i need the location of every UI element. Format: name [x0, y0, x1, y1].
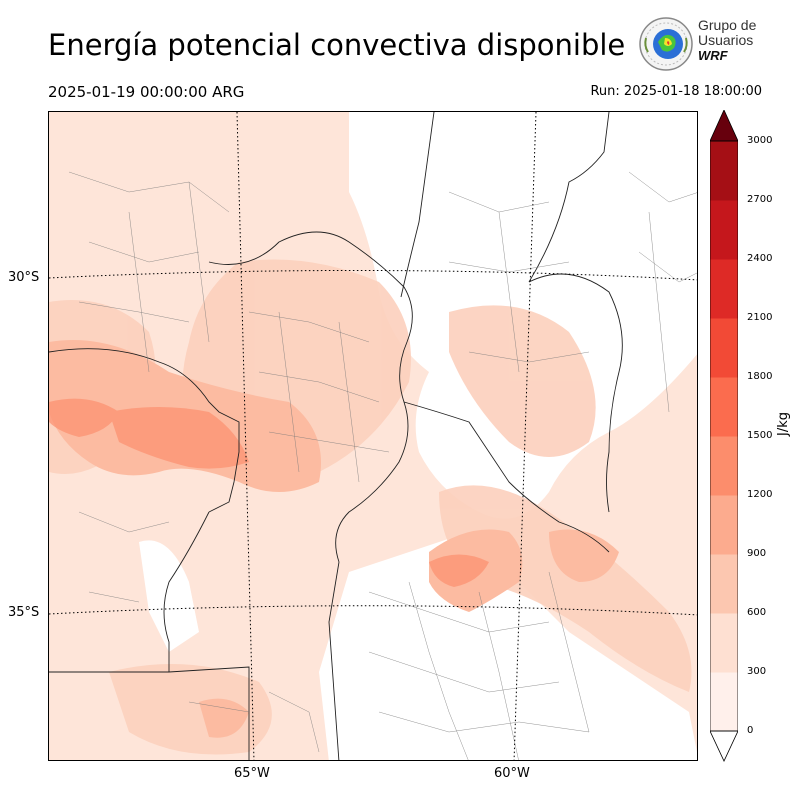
colorbar-tick-label: 3000: [747, 135, 773, 146]
colorbar-segment: [710, 141, 738, 201]
colorbar-segment: [710, 436, 738, 496]
meridian-60w: [513, 112, 537, 760]
colorbar-tick-label: 300: [747, 666, 767, 677]
colorbar-outline: [710, 140, 738, 732]
lon-label-65w: 65°W: [234, 766, 270, 781]
colorbar-tick-label: 2400: [747, 253, 773, 264]
colorbar-tick-label: 600: [747, 607, 767, 618]
colorbar-segment: [710, 554, 738, 614]
colorbar: [710, 110, 738, 762]
cape-map: [49, 112, 697, 760]
lat-label-30s: 30°S: [8, 270, 40, 285]
graticule: [49, 112, 697, 760]
logo-line-3: WRF: [698, 48, 728, 63]
colorbar-segment: [710, 672, 738, 732]
logo-text: Grupo de Usuarios WRF: [698, 17, 757, 64]
colorbar-tick-label: 900: [747, 548, 767, 559]
colorbar-segments: [710, 141, 738, 732]
colorbar-tick-label: 1800: [747, 371, 773, 382]
colorbar-segment: [710, 377, 738, 437]
department-borders: [68, 171, 697, 760]
logo-line-2: Usuarios: [698, 32, 754, 48]
colorbar-tick-label: 1200: [747, 489, 773, 500]
colorbar-segment: [710, 200, 738, 260]
lat-label-35s: 35°S: [8, 605, 40, 620]
globe-icon: [639, 17, 693, 71]
colorbar-tick-label: 1500: [747, 430, 773, 441]
colorbar-segment: [710, 613, 738, 673]
run-time-label: Run: 2025-01-18 18:00:00: [590, 84, 762, 99]
parallel-30s: [49, 269, 697, 281]
colorbar-extend-bottom: [710, 730, 738, 762]
cape-900-areas: [49, 398, 489, 587]
parallel-35s: [49, 605, 697, 616]
colorbar-unit-label: J/kg: [776, 412, 791, 436]
colorbar-tick-label: 2100: [747, 312, 773, 323]
colorbar-segment: [710, 259, 738, 319]
map-panel: [48, 111, 698, 761]
chart-title: Energía potencial convectiva disponible: [48, 28, 626, 62]
colorbar-segment: [710, 495, 738, 555]
lon-label-60w: 60°W: [494, 766, 530, 781]
wrf-users-group-logo: Grupo de Usuarios WRF: [638, 16, 768, 72]
province-borders: [49, 112, 623, 760]
colorbar-tick-label: 0: [747, 725, 754, 736]
colorbar-tick-label: 2700: [747, 194, 773, 205]
colorbar-extend-top: [710, 110, 738, 142]
colorbar-segment: [710, 318, 738, 378]
logo-line-1: Grupo de: [698, 17, 757, 33]
valid-time-label: 2025-01-19 00:00:00 ARG: [48, 83, 245, 101]
meridian-65w: [236, 112, 255, 760]
